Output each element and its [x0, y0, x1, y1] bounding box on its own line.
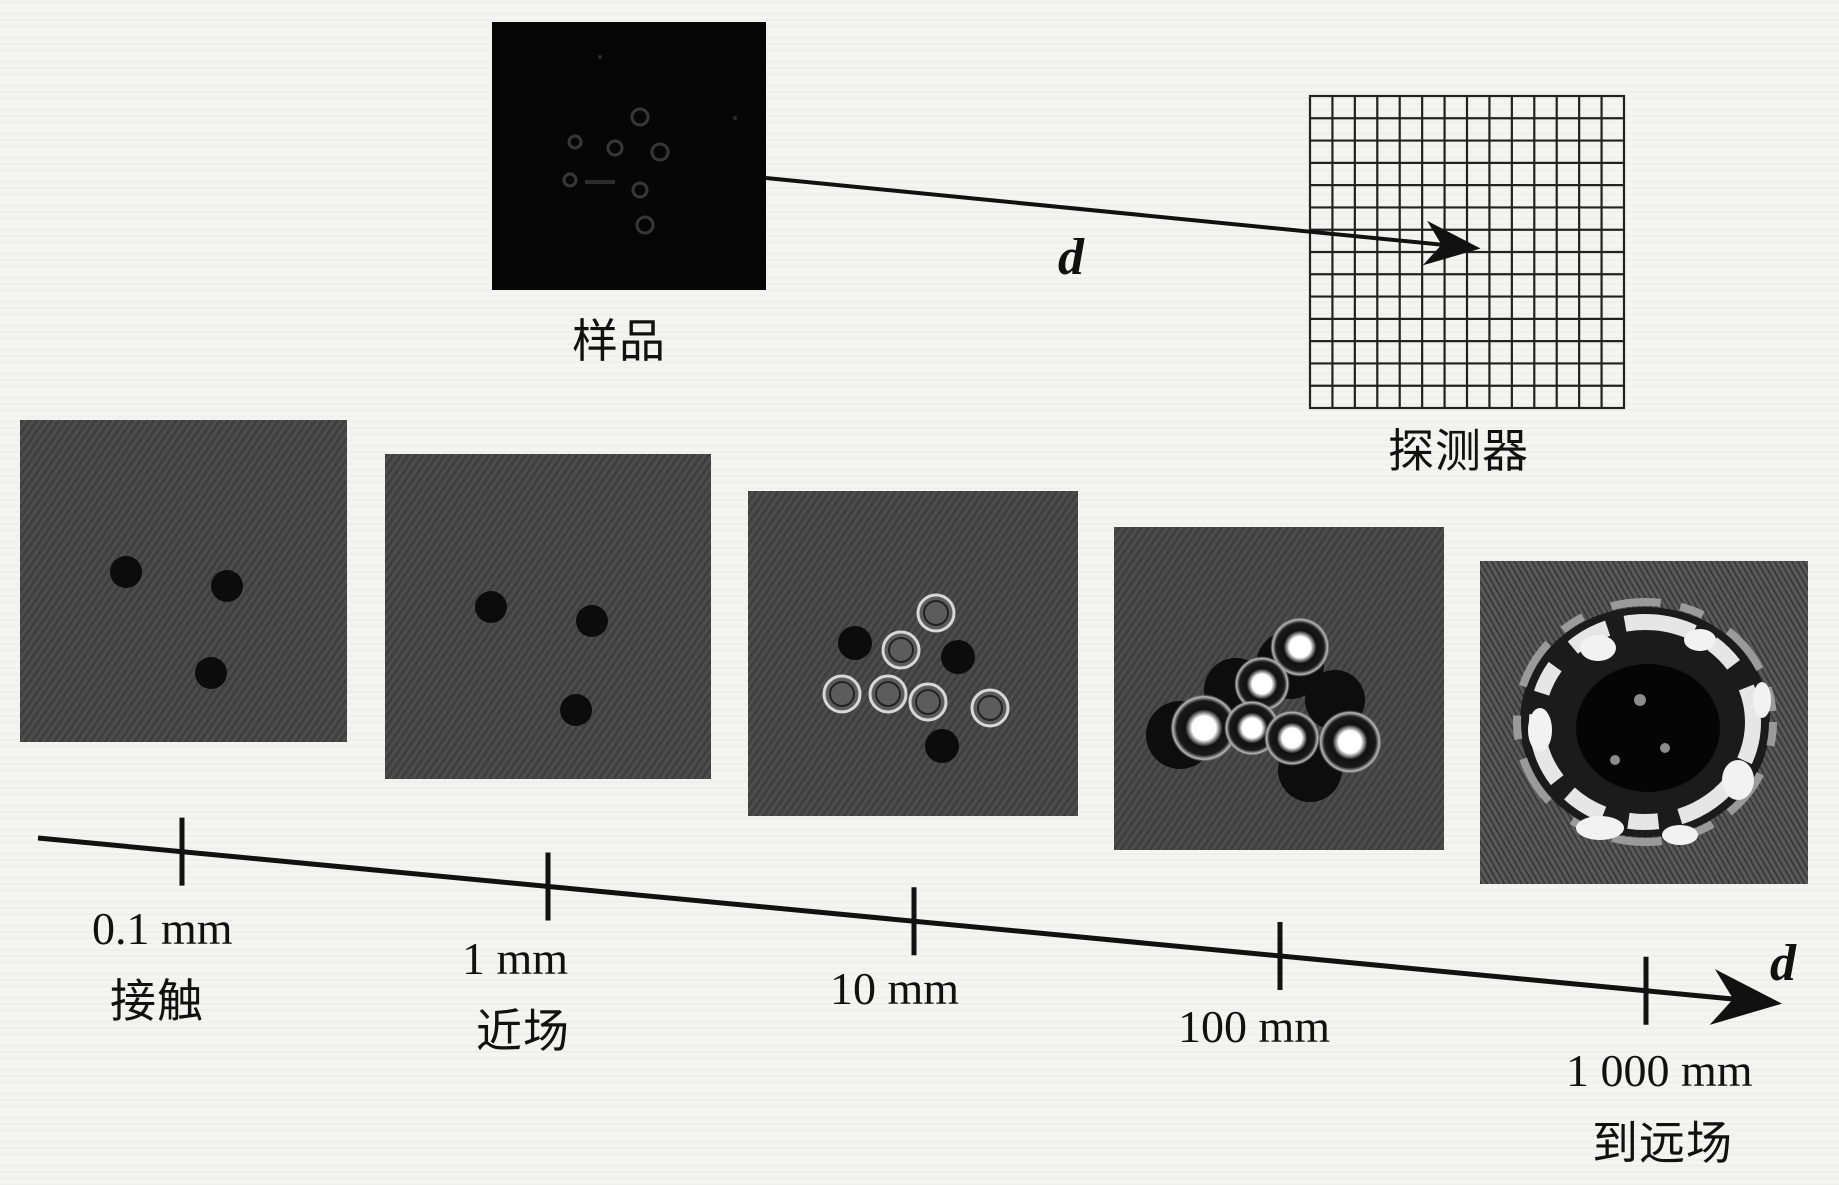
distance-variable-label: d — [1058, 229, 1084, 286]
tick-distance-label: 1 mm — [462, 933, 569, 984]
detector-grid — [1308, 94, 1626, 410]
tick-distance-label: 10 mm — [830, 963, 960, 1014]
panel-far-field — [1480, 561, 1808, 884]
tick-distance-label: 100 mm — [1178, 1001, 1331, 1052]
axis-line — [37, 835, 1782, 1025]
tick-distance-label: 0.1 mm — [92, 903, 233, 954]
propagation-arrow — [765, 176, 1481, 266]
panel-near-field — [385, 454, 711, 779]
sample-image — [492, 22, 766, 290]
distance-axis — [37, 817, 1782, 1025]
panel-10mm — [748, 491, 1078, 816]
tick-regime-label: 到远场 — [1592, 1116, 1733, 1170]
tick-regime-label: 近场 — [476, 1004, 570, 1058]
axis-variable-label: d — [1770, 935, 1796, 992]
panel-100mm — [1114, 527, 1444, 850]
tick-regime-label: 接触 — [110, 974, 204, 1028]
detector-label: 探测器 — [1388, 424, 1529, 478]
panel-contact — [20, 420, 347, 742]
tick-distance-label: 1 000 mm — [1566, 1045, 1753, 1096]
sample-label: 样品 — [572, 314, 666, 368]
